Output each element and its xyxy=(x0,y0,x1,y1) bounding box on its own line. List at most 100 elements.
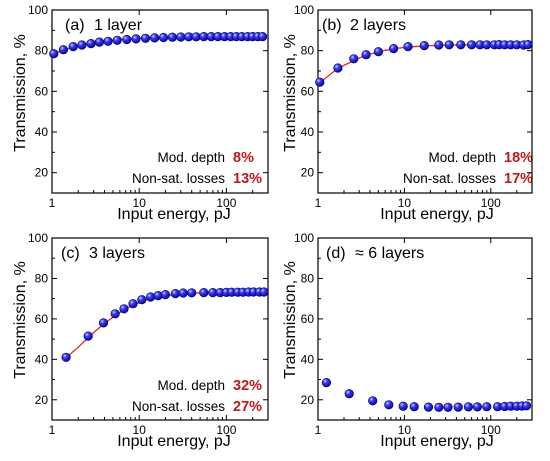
panel-a-data-point xyxy=(94,37,104,47)
panel-b-data-point xyxy=(349,54,359,64)
panel-c-data-point xyxy=(61,352,71,362)
panel-d-data-point xyxy=(472,402,483,412)
panel-d-data-point xyxy=(423,402,434,412)
panel-a-xlabel: Input energy, pJ xyxy=(117,206,231,223)
panel-d-data-point xyxy=(321,378,332,388)
panel-a-annotation-1-value: 13% xyxy=(233,171,262,187)
panel-a-data-point xyxy=(86,38,96,49)
panel-a-data-point xyxy=(150,33,160,43)
panel-d-data-point xyxy=(443,402,453,412)
panel-b-data-point xyxy=(403,41,413,52)
panel-a-ylabel: Transmission, % xyxy=(12,34,29,152)
panel-b-annotation-0-value: 18% xyxy=(504,150,533,166)
panel-a-ytick-label: 60 xyxy=(35,84,49,98)
panel-d-data-point xyxy=(398,401,408,411)
panel-d-xtick-label: 100 xyxy=(481,423,501,437)
panel-a-data-point xyxy=(158,32,169,43)
panel-b-ytick-label: 100 xyxy=(294,3,314,17)
panel-c-data-point xyxy=(146,292,156,302)
panel-a-data-point xyxy=(258,31,268,42)
panel-d-xtick-label: 1 xyxy=(315,423,322,437)
panel-c-label: (c) xyxy=(61,245,80,262)
panel-a-data-point xyxy=(140,33,151,43)
panel-c-xlabel: Input energy, pJ xyxy=(117,433,231,450)
panel-b-ytick-label: 80 xyxy=(301,44,315,58)
panel-d-data-point xyxy=(384,400,394,410)
panel-c-ytick-label: 100 xyxy=(28,231,48,245)
panel-c-xtick-label: 100 xyxy=(216,423,236,437)
panel-c-data-point xyxy=(187,288,197,298)
panel-d-xtick-label: 10 xyxy=(398,423,412,437)
panel-c-plot-frame xyxy=(51,237,269,421)
panel-d-ytick-label: 20 xyxy=(301,393,315,407)
panel-b-xtick-label: 100 xyxy=(481,196,501,210)
panel-c-title: 3 layers xyxy=(89,245,145,262)
panel-b-ytick-label: 40 xyxy=(301,125,315,139)
panel-a-annotation-0-value: 8% xyxy=(233,150,254,166)
panel-b-label: (b) xyxy=(322,17,342,34)
panel-c-data-point xyxy=(178,288,188,298)
panel-c-data-point xyxy=(160,290,170,300)
panel-c-annotation-0-value: 32% xyxy=(233,378,262,394)
panel-b-data-point xyxy=(434,40,444,50)
panel-a-data-point xyxy=(68,41,78,52)
panel-b: (b) 2 layers Transmission, % Input energ… xyxy=(282,3,533,223)
panel-b-plot-frame xyxy=(317,9,533,194)
panel-d-data-point xyxy=(453,402,463,412)
panel-a-data-point xyxy=(49,49,59,59)
panel-d-xlabel: Input energy, pJ xyxy=(380,433,494,450)
panel-d-title: ≈ 6 layers xyxy=(355,245,424,262)
panel-d-ytick-label: 60 xyxy=(301,312,315,326)
panel-a-data-point xyxy=(122,34,132,45)
panel-b-data-point xyxy=(419,40,429,51)
panel-d-ytick-label: 100 xyxy=(294,231,314,245)
panel-c-ytick-label: 20 xyxy=(35,393,49,407)
panel-b-xtick-label: 10 xyxy=(398,196,412,210)
panel-d: (d) ≈ 6 layers Transmission, % Input ene… xyxy=(282,231,533,450)
panel-c-data-point xyxy=(170,289,180,299)
panel-b-ytick-label: 20 xyxy=(301,166,315,180)
panel-c-ytick-label: 60 xyxy=(35,312,49,326)
panel-c-data-point xyxy=(137,295,147,305)
panel-a-ytick-label: 40 xyxy=(35,125,49,139)
panel-a-ytick-label: 20 xyxy=(35,166,49,180)
panel-d-ylabel: Transmission, % xyxy=(282,261,299,379)
panel-a-annotation-0-label: Mod. depth xyxy=(157,150,225,165)
panel-a-ytick-label: 80 xyxy=(35,44,49,58)
panel-a-xtick-label: 100 xyxy=(216,196,236,210)
panel-b-data-point xyxy=(361,50,371,60)
panel-c-data-point xyxy=(83,331,93,341)
panel-b-annotation-0-label: Mod. depth xyxy=(428,150,496,165)
panel-c-data-point xyxy=(199,288,209,298)
panel-d-label: (d) xyxy=(326,245,346,262)
panel-a-annotation-1-label: Non-sat. losses xyxy=(132,171,225,186)
panel-a-data-point xyxy=(176,32,186,42)
panel-b-data-point xyxy=(444,40,454,50)
panel-c-annotation-1-label: Non-sat. losses xyxy=(132,399,225,414)
panel-b-data-point xyxy=(523,39,533,50)
panel-b-xlabel: Input energy, pJ xyxy=(380,206,494,223)
panel-b-ytick-label: 60 xyxy=(301,84,315,98)
panel-c-xtick-label: 10 xyxy=(133,423,147,437)
panel-d-data-point xyxy=(521,401,532,411)
panel-d-data-point xyxy=(368,396,378,406)
panel-a-xtick-label: 1 xyxy=(49,196,56,210)
panel-a: (a) 1 layer Transmission, % Input energy… xyxy=(12,3,269,223)
panel-b-data-point xyxy=(467,40,477,50)
panel-d-data-point xyxy=(482,402,492,412)
panel-b-fit-line xyxy=(317,44,528,85)
panel-b-data-point xyxy=(389,43,399,54)
panel-b-title: 2 layers xyxy=(350,17,406,34)
panel-c-ytick-label: 40 xyxy=(35,352,49,366)
panel-b-annotation-1-value: 17% xyxy=(504,171,533,187)
panel-b-data-point xyxy=(333,63,343,73)
panel-a-data-point xyxy=(77,40,87,50)
panel-b-xtick-label: 1 xyxy=(315,196,322,210)
panel-b-data-point xyxy=(373,47,384,57)
panel-b-data-point xyxy=(456,40,466,50)
panel-c-data-point xyxy=(259,287,269,297)
panel-a-title: 1 layer xyxy=(94,17,143,34)
panel-a-label: (a) xyxy=(65,17,85,34)
panel-a-data-point xyxy=(112,35,122,45)
